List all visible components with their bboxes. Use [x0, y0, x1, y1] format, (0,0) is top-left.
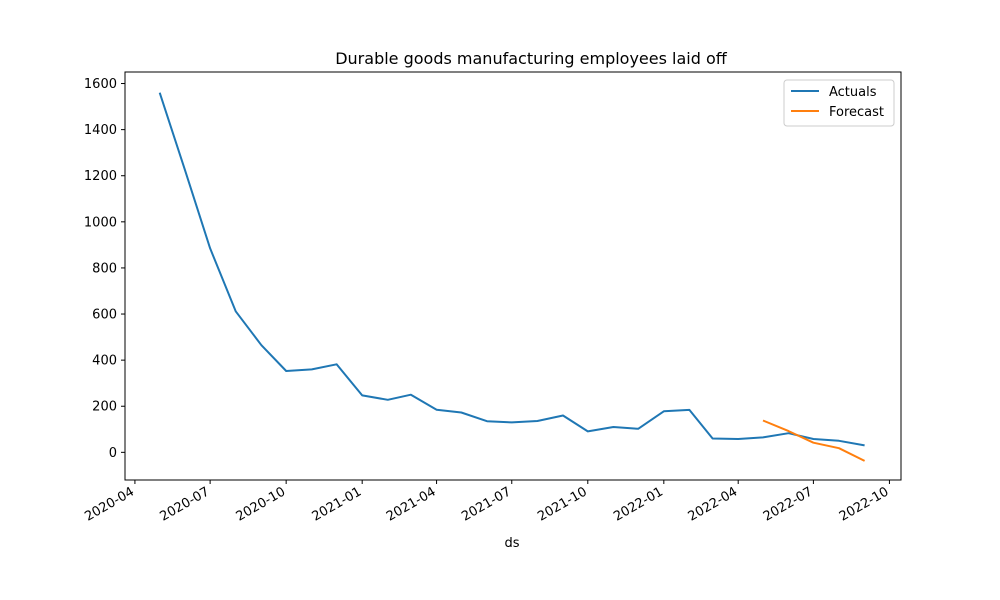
x-tick-label: 2020-04	[82, 484, 137, 524]
y-tick-label: 600	[92, 308, 117, 323]
x-tick-label: 2021-01	[310, 484, 365, 524]
series-layer	[158, 92, 866, 462]
chart-title: Durable goods manufacturing employees la…	[335, 49, 728, 68]
y-tick-label: 200	[92, 400, 117, 415]
y-tick-label: 1400	[84, 123, 117, 138]
x-tick-label: 2021-10	[535, 484, 590, 524]
legend-label-actuals: Actuals	[829, 85, 877, 100]
x-tick-label: 2022-10	[837, 484, 892, 524]
y-tick-label: 1600	[84, 77, 117, 92]
y-tick-label: 0	[109, 446, 117, 461]
legend: Actuals Forecast	[783, 79, 895, 127]
x-tick-label: 2022-01	[611, 484, 666, 524]
series-line-actuals	[158, 92, 865, 447]
series-line-forecast	[762, 419, 866, 462]
x-axis: 2020-04 2020-07 2020-10 2021-01 2021-04 2021-…	[82, 480, 891, 525]
x-tick-label: 2022-04	[686, 484, 741, 524]
y-tick-label: 1200	[84, 169, 117, 184]
y-tick-label: 400	[92, 354, 117, 369]
axes-frame	[124, 71, 902, 481]
x-tick-label: 2022-07	[761, 484, 816, 524]
y-axis: 0 200 400 600 800 1000 1200 1400 1600	[84, 77, 125, 461]
legend-label-forecast: Forecast	[829, 105, 884, 120]
x-axis-title: ds	[504, 536, 519, 551]
y-tick-label: 800	[92, 261, 117, 276]
x-tick-label: 2021-04	[384, 484, 439, 524]
y-tick-label: 1000	[84, 215, 117, 230]
x-tick-label: 2021-07	[459, 484, 514, 524]
x-tick-label: 2020-07	[158, 484, 213, 524]
x-tick-label: 2020-10	[234, 484, 289, 524]
